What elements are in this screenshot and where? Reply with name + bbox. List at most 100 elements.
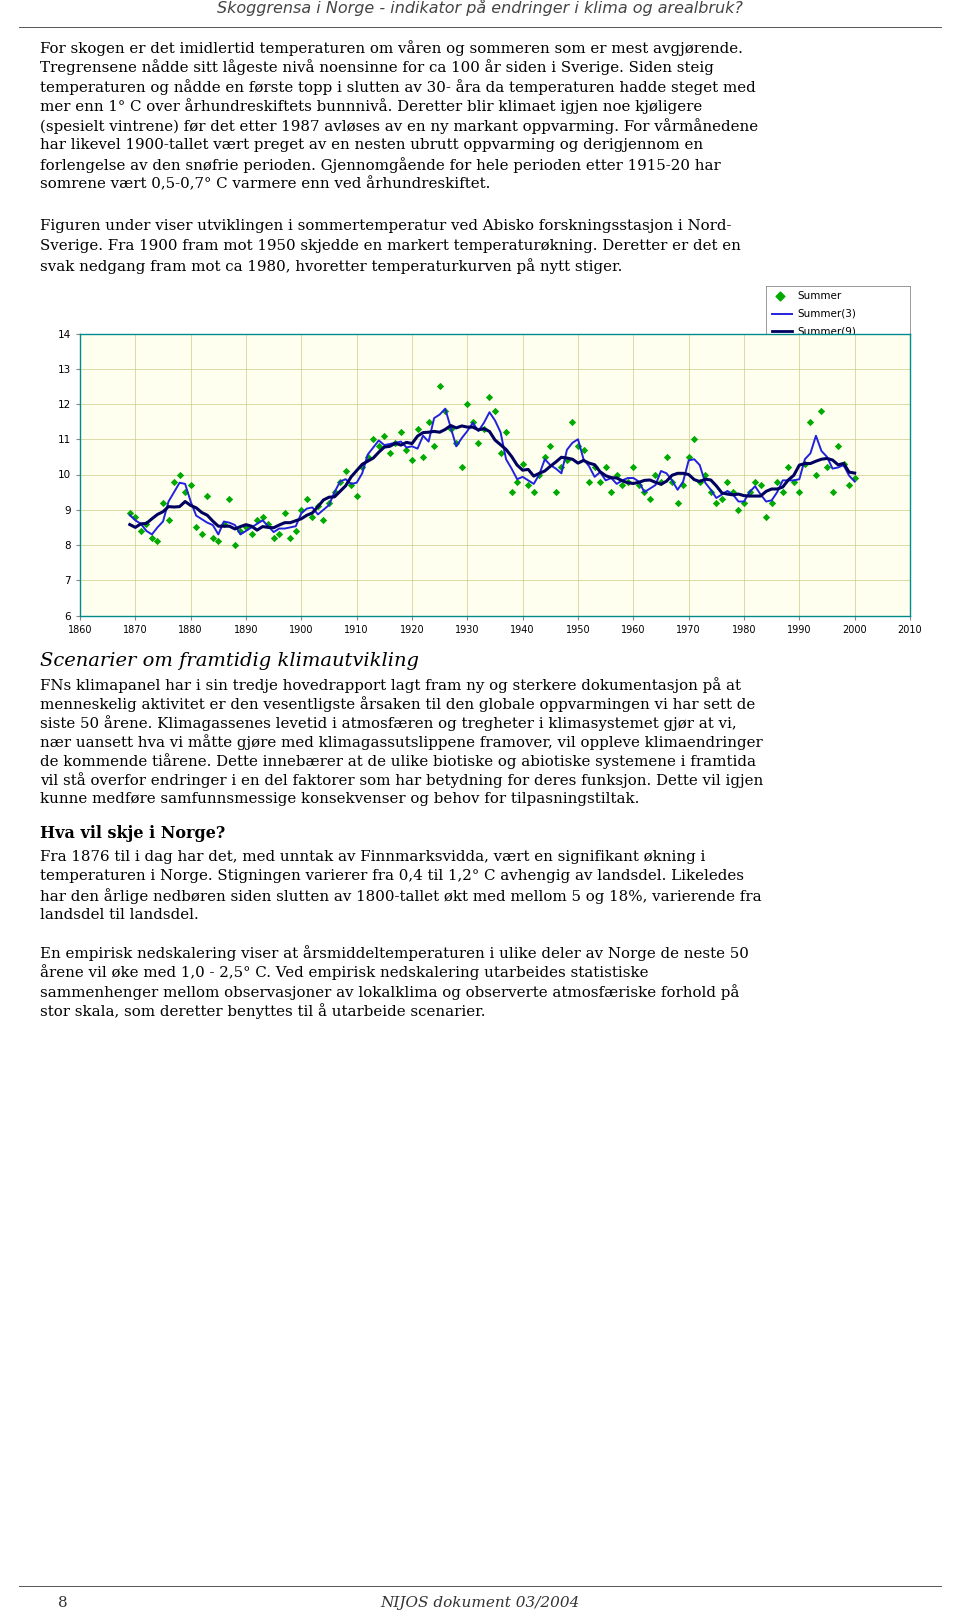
Text: En empirisk nedskalering viser at årsmiddeltemperaturen i ulike deler av Norge d: En empirisk nedskalering viser at årsmid…: [40, 945, 749, 961]
Point: [454, 455, 469, 481]
Point: [775, 479, 790, 505]
Text: sammenhenger mellom observasjoner av lokalklima og observerte atmosfæriske forho: sammenhenger mellom observasjoner av lok…: [40, 984, 739, 1000]
Point: [420, 408, 436, 434]
Text: Summer: Summer: [798, 290, 842, 300]
Point: [444, 416, 459, 442]
Point: [304, 503, 320, 529]
Point: [626, 455, 641, 481]
Text: Scenarier om framtidig klimautvikling: Scenarier om framtidig klimautvikling: [40, 652, 419, 669]
Text: Values calculated 1869-1912, recorded 1913-2000.: Values calculated 1869-1912, recorded 19…: [232, 316, 518, 326]
Point: [498, 419, 514, 445]
Point: [255, 503, 271, 529]
Point: [614, 473, 630, 498]
Text: kunne medføre samfunnsmessige konsekvenser og behov for tilpasningstiltak.: kunne medføre samfunnsmessige konsekvens…: [40, 792, 639, 806]
Point: [316, 508, 331, 534]
Point: [515, 452, 530, 477]
Point: [172, 461, 187, 487]
Point: [659, 444, 674, 469]
Point: [692, 469, 708, 495]
Text: har likevel 1900-tallet vært preget av en nesten ubrutt oppvarming og derigjenno: har likevel 1900-tallet vært preget av e…: [40, 139, 703, 152]
Text: vil stå overfor endringer i en del faktorer som har betydning for deres funksjon: vil stå overfor endringer i en del fakto…: [40, 773, 763, 789]
Text: Figuren under viser utviklingen i sommertemperatur ved Abisko forskningsstasjon : Figuren under viser utviklingen i sommer…: [40, 219, 732, 232]
Point: [260, 511, 276, 537]
Text: nær uansett hva vi måtte gjøre med klimagassutslippene framover, vil oppleve kli: nær uansett hva vi måtte gjøre med klima…: [40, 734, 763, 750]
Point: [232, 518, 248, 544]
Point: [460, 390, 475, 416]
Text: (spesielt vintrene) før det etter 1987 avløses av en ny markant oppvarming. For : (spesielt vintrene) før det etter 1987 a…: [40, 118, 758, 134]
Point: [554, 455, 569, 481]
Point: [354, 455, 370, 481]
Point: [272, 521, 287, 547]
Point: [609, 461, 624, 487]
Point: [504, 479, 519, 505]
Point: [178, 479, 193, 505]
Point: [200, 482, 215, 508]
Point: [277, 500, 293, 526]
Text: For skogen er det imidlertid temperaturen om våren og sommeren som er mest avgjø: For skogen er det imidlertid temperature…: [40, 40, 743, 56]
Point: [372, 434, 387, 460]
Point: [725, 479, 740, 505]
Point: [492, 440, 508, 466]
Point: [366, 426, 381, 452]
Point: [847, 465, 862, 490]
Text: Summer(3): Summer(3): [798, 308, 856, 318]
Point: [792, 479, 807, 505]
Point: [205, 526, 221, 552]
Point: [604, 479, 619, 505]
Point: [398, 437, 414, 463]
Text: somrene vært 0,5-0,7° C varmere enn ved århundreskiftet.: somrene vært 0,5-0,7° C varmere enn ved …: [40, 177, 491, 192]
Point: [183, 473, 199, 498]
Point: [520, 473, 536, 498]
Text: forlengelse av den snøfrie perioden. Gjennomgående for hele perioden etter 1915-: forlengelse av den snøfrie perioden. Gje…: [40, 156, 721, 173]
Point: [250, 508, 265, 534]
Point: [770, 469, 785, 495]
Text: Skoggrensa i Norge - indikator på endringer i klima og arealbruk?: Skoggrensa i Norge - indikator på endrin…: [217, 0, 743, 16]
Point: [803, 408, 818, 434]
Point: [736, 490, 752, 516]
Text: temperaturen i Norge. Stigningen varierer fra 0,4 til 1,2° C avhengig av landsde: temperaturen i Norge. Stigningen variere…: [40, 869, 744, 884]
Text: svak nedgang fram mot ca 1980, hvoretter temperaturkurven på nytt stiger.: svak nedgang fram mot ca 1980, hvoretter…: [40, 258, 622, 274]
Point: [592, 469, 608, 495]
Point: [388, 431, 403, 456]
Point: [150, 529, 165, 555]
Point: [570, 434, 586, 460]
Point: [786, 469, 802, 495]
Point: [681, 444, 696, 469]
Text: Sverige. Fra 1900 fram mot 1950 skjedde en markert temperaturøkning. Deretter er: Sverige. Fra 1900 fram mot 1950 skjedde …: [40, 239, 741, 253]
Point: [836, 452, 852, 477]
Point: [742, 479, 757, 505]
Point: [228, 532, 243, 558]
Point: [842, 473, 857, 498]
Point: [830, 434, 846, 460]
Point: [161, 508, 177, 534]
Point: [598, 455, 613, 481]
Point: [300, 486, 315, 511]
Point: [194, 521, 209, 547]
Point: [156, 490, 171, 516]
Point: [676, 473, 691, 498]
Point: [542, 434, 558, 460]
Point: [410, 416, 425, 442]
Text: Summer(9): Summer(9): [798, 326, 856, 337]
Point: [360, 444, 375, 469]
Point: [720, 469, 735, 495]
Point: [310, 494, 325, 519]
Point: [560, 447, 575, 473]
Point: [664, 469, 680, 495]
Point: [488, 398, 503, 424]
Point: [266, 526, 281, 552]
Point: [344, 473, 359, 498]
Point: [758, 503, 774, 529]
Point: [748, 469, 763, 495]
Point: [244, 521, 259, 547]
Point: [808, 461, 824, 487]
Point: [698, 461, 713, 487]
Point: [773, 282, 788, 308]
Point: [642, 486, 658, 511]
Point: [482, 384, 497, 410]
Point: [349, 482, 365, 508]
Point: [582, 469, 597, 495]
Text: Hva vil skje i Norge?: Hva vil skje i Norge?: [40, 826, 226, 842]
Point: [654, 469, 669, 495]
Text: NIJOS dokument 03/2004: NIJOS dokument 03/2004: [380, 1597, 580, 1610]
